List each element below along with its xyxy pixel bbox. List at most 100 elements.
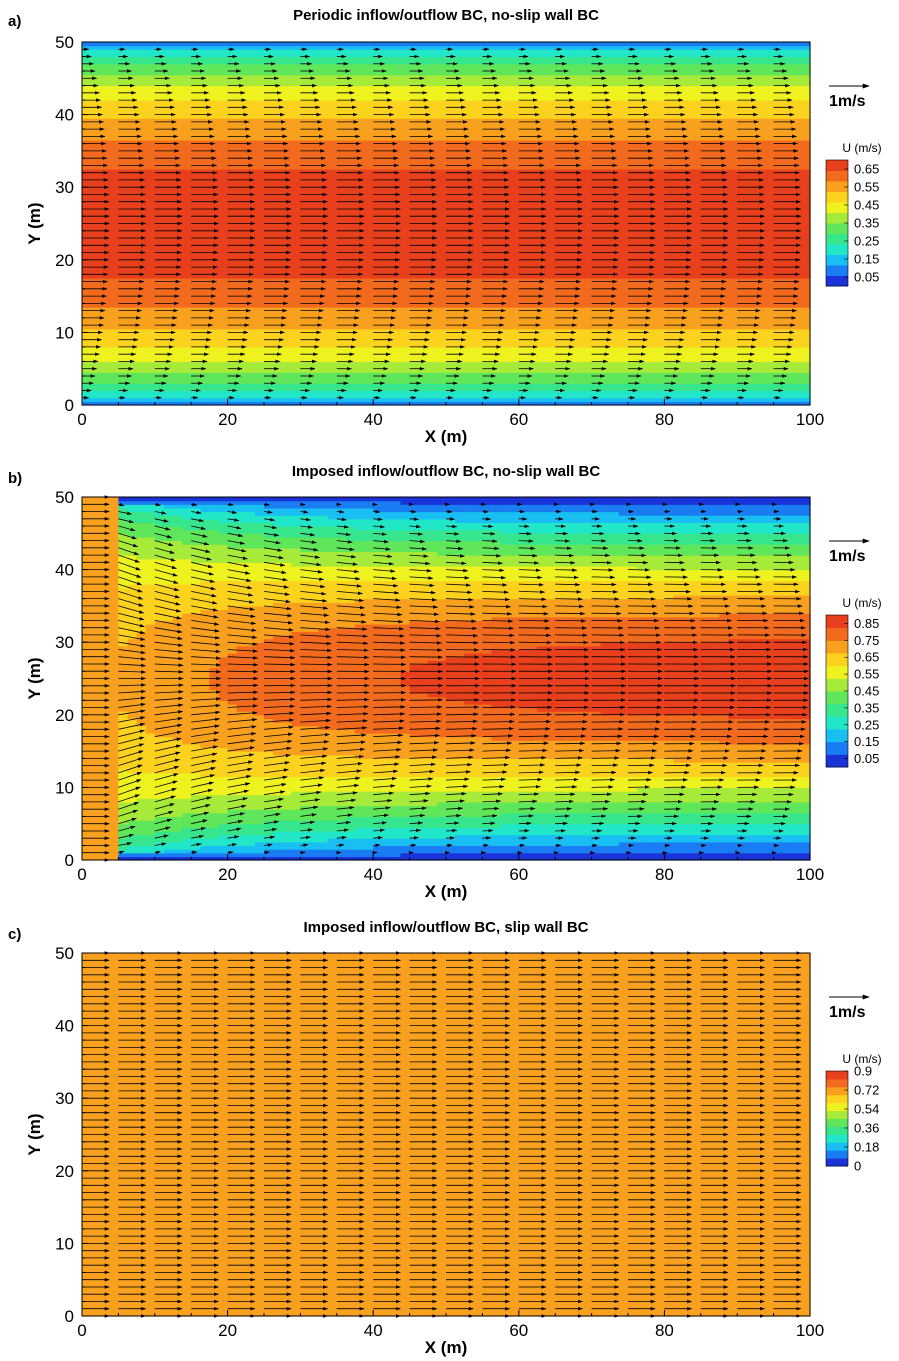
contour-cell: [345, 336, 356, 341]
contour-cell: [163, 52, 174, 58]
contour-cell: [264, 154, 274, 159]
contour-cell: [400, 187, 411, 192]
contour-cell: [473, 74, 483, 79]
contour-cell: [245, 267, 256, 272]
contour-cell: [336, 85, 347, 90]
contour-cell: [436, 183, 447, 188]
contour-cell: [509, 303, 520, 308]
contour-cell: [345, 252, 356, 257]
contour-cell: [345, 306, 356, 312]
contour-cell: [254, 223, 265, 228]
contour-cell: [418, 42, 429, 47]
contour-cell: [82, 110, 92, 116]
contour-cell: [509, 350, 520, 355]
contour-cell: [446, 158, 456, 163]
contour-cell: [109, 187, 119, 192]
contour-cell: [163, 281, 174, 286]
contour-cell: [436, 150, 447, 156]
contour-cell: [91, 49, 101, 54]
contour-cell: [400, 78, 411, 83]
contour-cell: [318, 56, 329, 61]
contour-cell: [109, 270, 119, 275]
contour-cell: [336, 274, 347, 279]
contour-cell: [127, 71, 138, 76]
contour-cell: [418, 114, 429, 119]
contour-cell: [245, 375, 256, 381]
contour-cell: [282, 230, 292, 235]
contour-cell: [364, 354, 374, 359]
contour-cell: [373, 67, 383, 72]
contour-cell: [191, 132, 201, 137]
contour-cell: [309, 303, 320, 308]
contour-cell: [491, 114, 502, 119]
contour-cell: [364, 375, 374, 381]
contour-cell: [282, 368, 292, 373]
contour-cell: [127, 325, 138, 330]
contour-cell: [400, 339, 411, 344]
contour-cell: [145, 241, 156, 246]
contour-cell: [427, 230, 438, 235]
contour-cell: [145, 161, 156, 167]
contour-cell: [473, 187, 483, 192]
contour-cell: [509, 274, 520, 279]
contour-cell: [182, 317, 192, 323]
contour-cell: [309, 158, 320, 163]
contour-cell: [227, 212, 238, 217]
contour-cell: [309, 343, 320, 348]
contour-cell: [355, 201, 365, 206]
contour-cell: [400, 208, 411, 214]
contour-cell: [464, 143, 474, 148]
contour-cell: [464, 89, 474, 94]
contour-cell: [182, 165, 192, 170]
contour-cell: [145, 238, 156, 243]
contour-cell: [455, 277, 465, 283]
contour-cell: [82, 129, 92, 134]
contour-cell: [300, 234, 311, 239]
contour-cell: [509, 328, 520, 333]
contour-cell: [227, 339, 238, 344]
contour-cell: [82, 332, 92, 337]
contour-cell: [491, 100, 502, 105]
contour-cell: [118, 179, 129, 185]
contour-cell: [373, 96, 383, 101]
contour-cell: [436, 71, 447, 76]
contour-cell: [518, 372, 529, 377]
contour-cell: [145, 198, 156, 203]
contour-cell: [136, 303, 147, 308]
contour-cell: [527, 114, 538, 119]
contour-cell: [355, 274, 365, 279]
contour-cell: [500, 52, 511, 58]
contour-cell: [391, 165, 402, 170]
contour-cell: [245, 49, 256, 54]
contour-cell: [373, 303, 383, 308]
contour-cell: [409, 325, 420, 330]
contour-cell: [182, 394, 192, 399]
contour-cell: [145, 136, 156, 141]
contour-cell: [227, 56, 238, 61]
contour-cell: [482, 401, 493, 406]
contour-cell: [173, 346, 183, 352]
contour-cell: [500, 310, 511, 315]
contour-cell: [191, 92, 201, 98]
contour-cell: [300, 245, 311, 250]
contour-cell: [300, 303, 311, 308]
contour-cell: [391, 288, 402, 294]
contour-cell: [482, 150, 493, 156]
contour-cell: [91, 368, 101, 373]
contour-cell: [491, 288, 502, 294]
contour-cell: [327, 321, 338, 326]
contour-cell: [154, 270, 165, 275]
contour-cell: [364, 401, 374, 406]
contour-cell: [264, 129, 274, 134]
contour-cell: [446, 292, 456, 297]
contour-cell: [500, 394, 511, 399]
contour-cell: [336, 277, 347, 283]
contour-cell: [145, 216, 156, 221]
contour-cell: [91, 129, 101, 134]
contour-cell: [318, 310, 329, 315]
contour-cell: [418, 96, 429, 101]
contour-cell: [518, 74, 529, 79]
contour-cell: [473, 390, 483, 395]
contour-cell: [91, 183, 101, 188]
contour-cell: [418, 383, 429, 388]
